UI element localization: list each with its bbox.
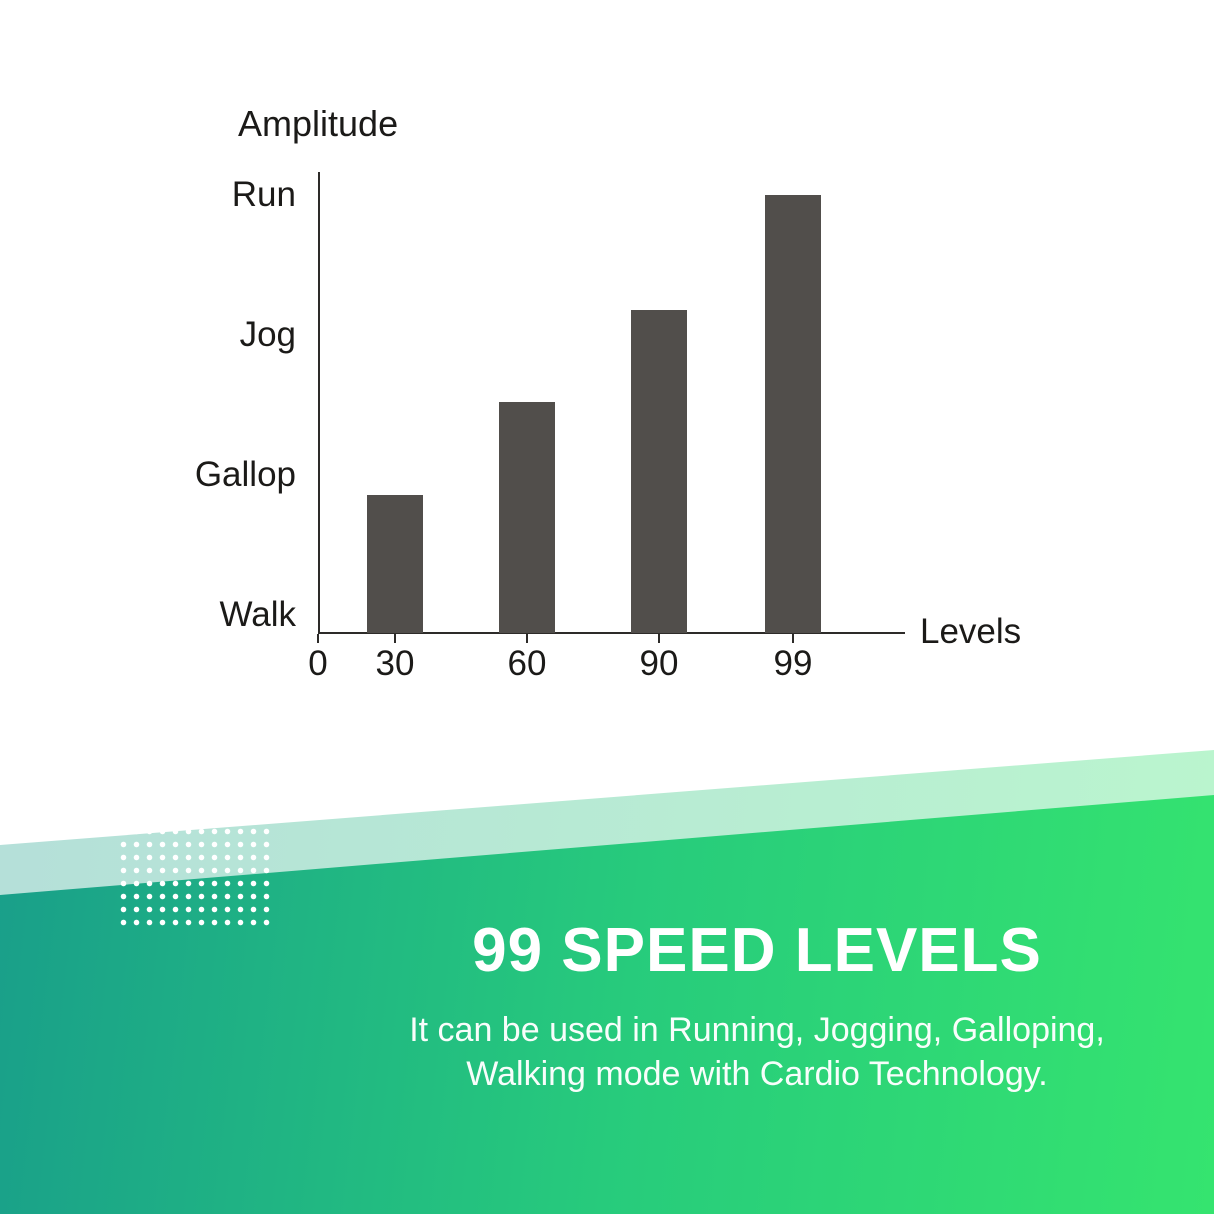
x-tick-label: 30: [375, 644, 415, 683]
x-tick-label: 90: [639, 644, 679, 683]
x-tick-mark: [792, 634, 794, 643]
bar: [499, 402, 555, 633]
y-tick-label: Walk: [219, 595, 296, 634]
dot-pattern: [117, 812, 270, 930]
banner-subtitle-line-1: It can be used in Running, Jogging, Gall…: [409, 1011, 1105, 1049]
x-axis-line: [318, 632, 905, 634]
banner-text-block: 99 SPEED LEVELS It can be used in Runnin…: [300, 918, 1214, 1096]
x-tick-mark: [317, 634, 319, 643]
y-axis-title: Amplitude: [238, 103, 399, 144]
x-tick-mark: [394, 634, 396, 643]
x-tick-mark: [526, 634, 528, 643]
x-tick-label: 0: [308, 644, 328, 683]
banner-subtitle-line-2: Walking mode with Cardio Technology.: [466, 1055, 1048, 1093]
banner-subtitle: It can be used in Running, Jogging, Gall…: [300, 1008, 1214, 1096]
x-tick-label: 99: [773, 644, 813, 683]
y-tick-label: Jog: [239, 315, 296, 354]
x-tick-label: 60: [507, 644, 547, 683]
banner-title: 99 SPEED LEVELS: [472, 916, 1042, 985]
y-tick-label: Gallop: [194, 455, 296, 494]
bar: [631, 310, 687, 633]
y-axis-line: [318, 172, 320, 634]
x-tick-mark: [658, 634, 660, 643]
bar: [367, 495, 423, 633]
bar: [765, 195, 821, 633]
x-axis-title: Levels: [920, 612, 1022, 651]
y-tick-label: Run: [231, 175, 296, 214]
